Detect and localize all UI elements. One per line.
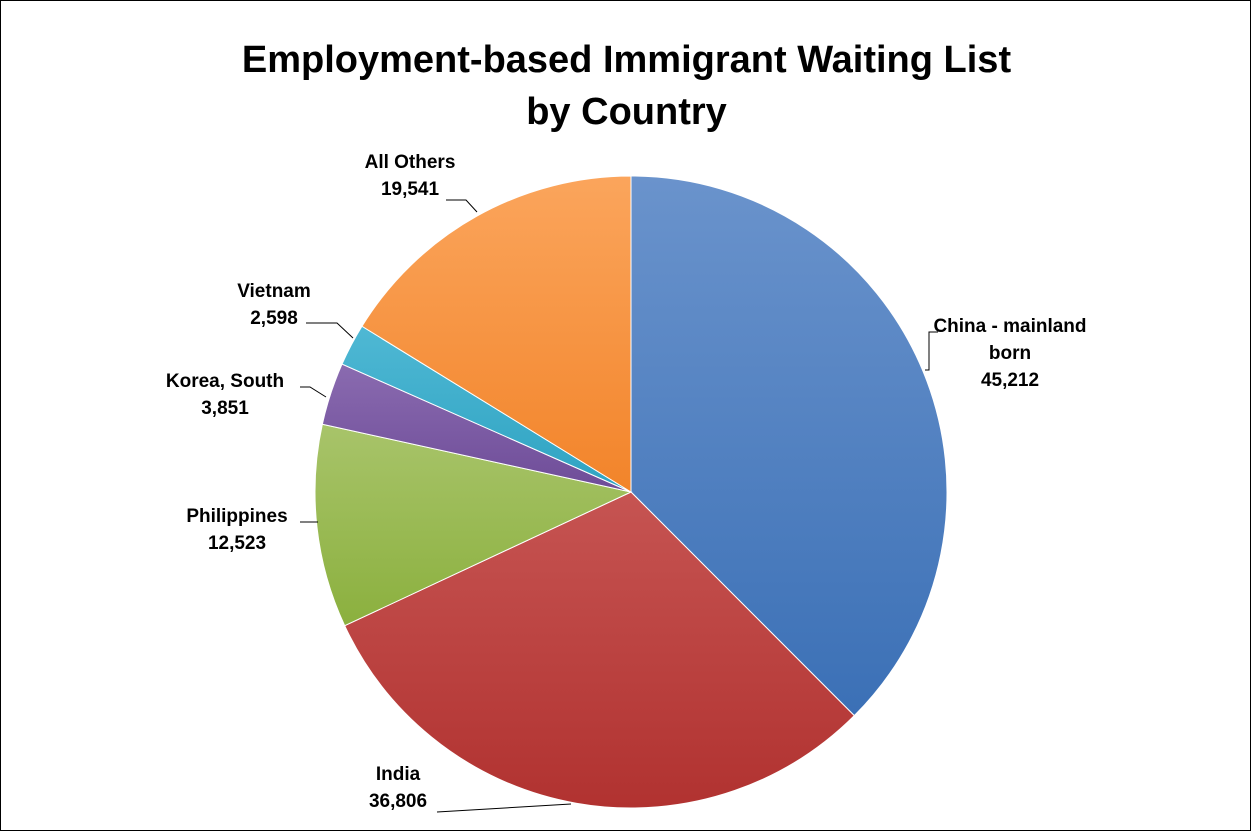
slice-value-vietnam: 2,598 [250,308,298,329]
slice-value-philippines: 12,523 [208,533,266,554]
slice-label-india: India [376,764,421,785]
slice-value-all-others: 19,541 [381,179,440,200]
slice-label-korea-south: Korea, South [166,371,284,392]
leader-line-china-mainland-born [925,331,938,371]
slice-label-china-mainland-born-2: born [989,343,1031,364]
leader-lines [300,199,938,813]
leader-line-vietnam [306,322,354,339]
leader-line-india [436,803,572,813]
chart-title: Employment-based Immigrant Waiting List … [0,34,1253,138]
pie-slice-india [344,491,856,809]
slice-value-china-mainland-born: 45,212 [981,370,1039,391]
slice-labels: China - mainland born 45,212 India 36,806 Phi… [166,152,1087,812]
slice-label-philippines: Philippines [186,506,287,527]
pie-slice-all-others [361,175,632,493]
chart-title-line-1: Employment-based Immigrant Waiting List [241,39,1012,81]
chart-title-line-2: by Country [526,91,727,133]
slice-label-all-others: All Others [365,152,456,173]
leader-line-all-others [446,199,478,213]
slice-value-korea-south: 3,851 [201,398,249,419]
slice-value-india: 36,806 [369,791,427,812]
pie-slice-philippines [314,423,633,627]
slice-label-vietnam: Vietnam [237,281,311,302]
pie-slice-china-mainland-born [630,175,948,717]
slice-label-china-mainland-born-1: China - mainland [933,316,1086,337]
leader-line-korea-south [300,386,327,398]
pie-slices [314,175,948,809]
